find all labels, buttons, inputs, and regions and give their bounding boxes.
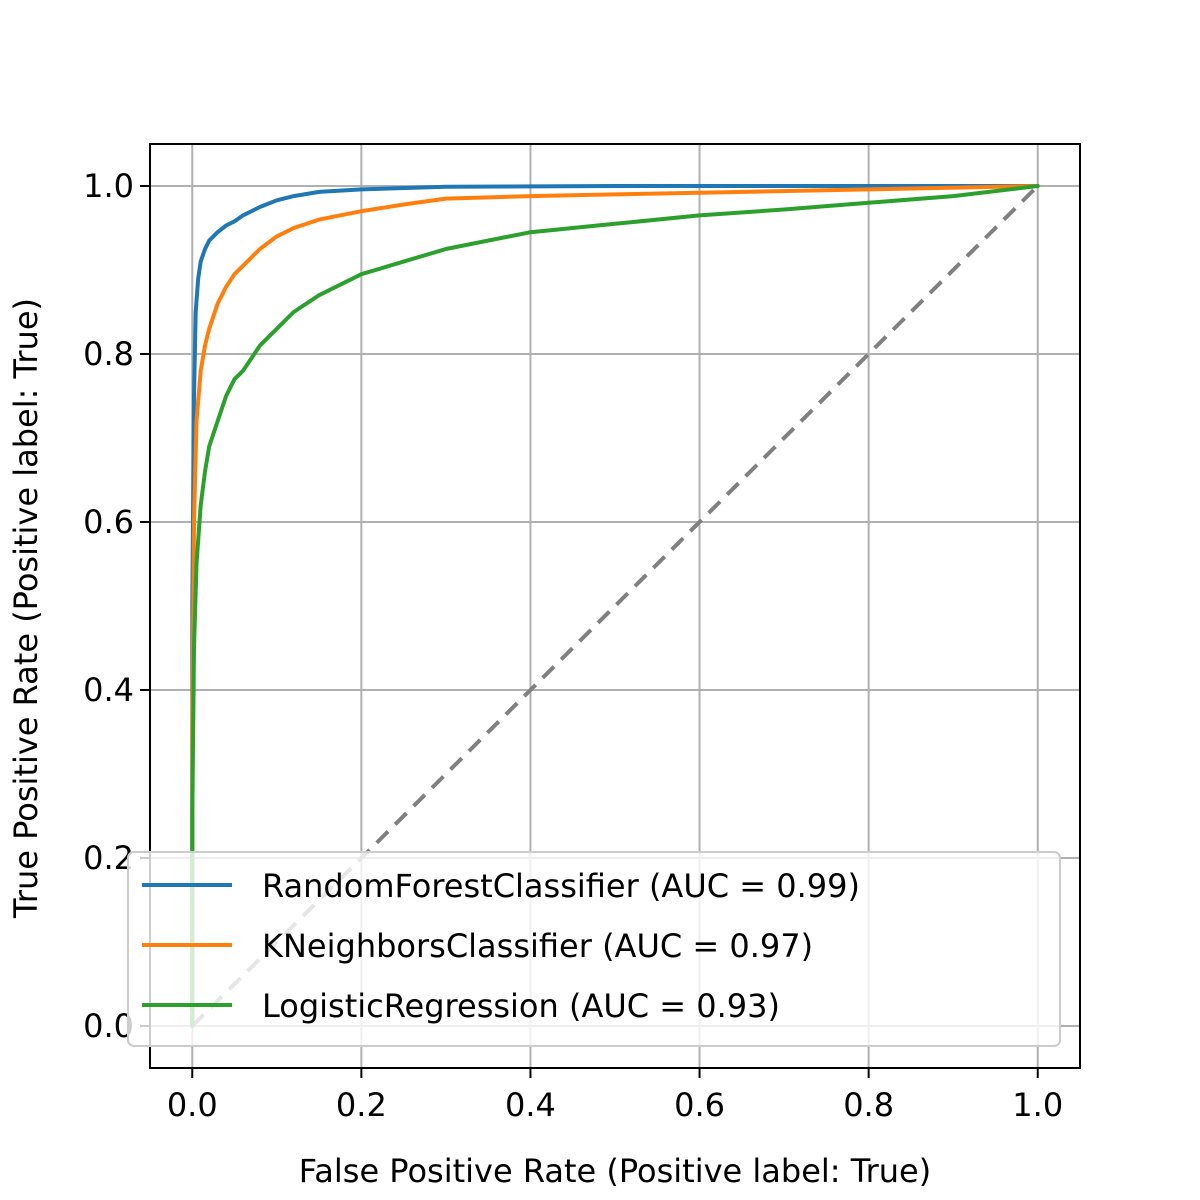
series-line-1: [190, 184, 1040, 1028]
y-tick-label: 0.0: [83, 1007, 134, 1045]
series-line-2: [190, 184, 1040, 1028]
legend-box: [127, 851, 1061, 1047]
legend-label-2: LogisticRegression (AUC = 0.93): [262, 987, 780, 1025]
x-tick-label: 0.2: [336, 1086, 387, 1124]
axes-frame: [149, 143, 1081, 1069]
y-tick-label: 1.0: [83, 167, 134, 205]
x-tick-label: 0.0: [167, 1086, 218, 1124]
y-tick-label: 0.2: [83, 839, 134, 877]
y-axis-label: True Positive Rate (Positive label: True…: [7, 298, 45, 919]
x-tick-label: 0.6: [674, 1086, 725, 1124]
reference-line-layer: [190, 184, 1040, 1028]
y-tick-label: 0.4: [83, 671, 134, 709]
x-tick-label: 1.0: [1012, 1086, 1063, 1124]
y-tick-label: 0.8: [83, 335, 134, 373]
legend-label-1: KNeighborsClassifier (AUC = 0.97): [262, 927, 813, 965]
ticks: 0.0 0.2 0.4 0.6 0.8 1.0 0.0 0.2 0.4 0.6 0.8 1.0: [83, 167, 1063, 1124]
x-axis-label: False Positive Rate (Positive label: Tru…: [299, 1152, 931, 1190]
series-layer: [190, 184, 1040, 1028]
series-line-0: [190, 184, 1040, 1028]
x-tick-label: 0.4: [505, 1086, 556, 1124]
chance-reference-line: [190, 184, 1040, 1028]
legend-label-0: RandomForestClassifier (AUC = 0.99): [262, 867, 860, 905]
y-tick-label: 0.6: [83, 503, 134, 541]
legend: RandomForestClassifier (AUC = 0.99) KNeig…: [127, 851, 1061, 1047]
x-tick-label: 0.8: [843, 1086, 894, 1124]
